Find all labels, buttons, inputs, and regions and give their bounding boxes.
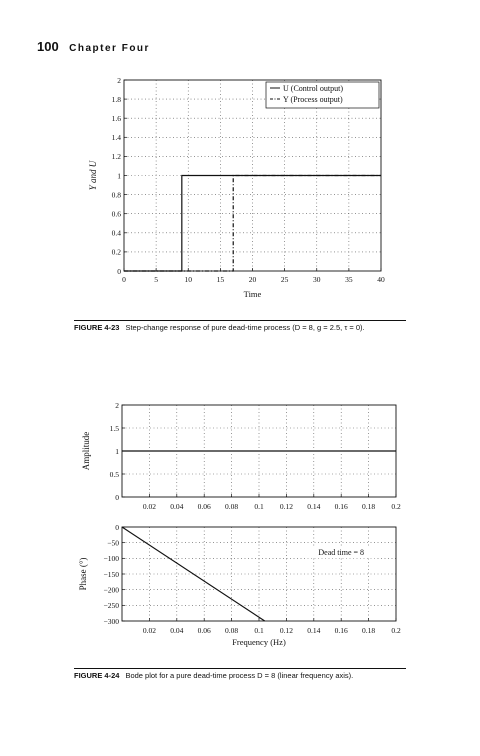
x-tick-label: 40 [377, 275, 385, 284]
legend-box [265, 81, 380, 109]
x-tick-label: 20 [249, 275, 257, 284]
page-header: 100 Chapter Four [37, 38, 150, 56]
x-tick-label: 0.12 [280, 502, 293, 511]
y-tick-label: 1 [115, 447, 119, 456]
legend-label: Y (Process output) [283, 95, 343, 104]
x-axis-label: Frequency (Hz) [232, 637, 286, 647]
y-tick-label: 0.8 [112, 190, 122, 199]
x-tick-label: 0.2 [391, 502, 401, 511]
series-line [124, 174, 381, 272]
x-tick-label: 5 [154, 275, 158, 284]
y-axis-label: Y and U [88, 160, 98, 190]
y-tick-label: −150 [104, 570, 120, 579]
y-tick-label: 0 [115, 493, 119, 502]
x-tick-label: 0.12 [280, 626, 293, 635]
x-tick-label: 0.18 [362, 502, 375, 511]
figure-4-23-caption: FIGURE 4-23 Step-change response of pure … [74, 320, 406, 333]
y-tick-label: −250 [104, 601, 120, 610]
y-tick-label: 0 [115, 523, 119, 532]
y-tick-label: 0.4 [112, 229, 122, 238]
x-tick-label: 0.14 [307, 502, 320, 511]
x-tick-label: 0.02 [143, 626, 156, 635]
y-tick-label: 1.5 [110, 424, 120, 433]
x-tick-label: 0.14 [307, 626, 320, 635]
annotation-label: Dead time = 8 [318, 548, 364, 557]
x-tick-label: 30 [313, 275, 321, 284]
x-tick-label: 15 [217, 275, 225, 284]
x-tick-label: 0.2 [391, 626, 401, 635]
x-tick-label: 0.1 [254, 502, 264, 511]
y-tick-label: −100 [104, 554, 120, 563]
chapter-title: Chapter Four [69, 43, 150, 54]
y-tick-label: −50 [107, 538, 119, 547]
x-tick-label: 35 [345, 275, 353, 284]
series-line [124, 174, 381, 272]
x-tick-label: 25 [281, 275, 289, 284]
y-axis-label: Phase (°) [78, 558, 88, 591]
y-tick-label: 0.6 [112, 210, 122, 219]
y-tick-label: 0 [117, 267, 121, 276]
y-tick-label: 1.8 [112, 95, 122, 104]
x-tick-label: 0.06 [198, 626, 211, 635]
plot-frame [121, 526, 397, 622]
x-tick-label: 0.04 [170, 502, 183, 511]
x-tick-label: 0.08 [225, 626, 238, 635]
y-tick-label: 0.2 [112, 248, 122, 257]
y-tick-label: 0.5 [110, 470, 120, 479]
y-tick-label: 2 [117, 76, 121, 85]
x-tick-label: 0.04 [170, 626, 183, 635]
page-number: 100 [37, 39, 59, 54]
y-tick-label: 1.4 [112, 133, 122, 142]
y-tick-label: −200 [104, 585, 120, 594]
figure-caption-text: Step-change response of pure dead-time p… [125, 323, 365, 332]
y-tick-label: 2 [115, 401, 119, 410]
y-axis-label: Amplitude [81, 432, 91, 471]
figure-label: FIGURE 4-24 [74, 671, 120, 680]
plot-frame [121, 404, 397, 498]
x-tick-label: 10 [185, 275, 193, 284]
plot-frame [123, 79, 382, 272]
x-tick-label: 0.02 [143, 502, 156, 511]
x-tick-label: 0.16 [335, 626, 348, 635]
legend-label: U (Control output) [283, 84, 343, 93]
x-tick-label: 0 [122, 275, 126, 284]
x-tick-label: 0.1 [254, 626, 264, 635]
x-tick-label: 0.08 [225, 502, 238, 511]
x-tick-label: 0.16 [335, 502, 348, 511]
annotation-background [305, 547, 378, 559]
y-tick-label: 1.2 [112, 152, 122, 161]
y-tick-label: 1 [117, 171, 121, 180]
x-tick-label: 0.18 [362, 626, 375, 635]
x-tick-label: 0.06 [198, 502, 211, 511]
y-tick-label: 1.6 [112, 114, 122, 123]
x-axis-label: Time [244, 289, 262, 299]
figure-label: FIGURE 4-23 [74, 323, 120, 332]
series-line [121, 526, 266, 622]
figure-4-24-caption: FIGURE 4-24 Bode plot for a pure dead-tim… [74, 668, 406, 681]
y-tick-label: −300 [104, 617, 120, 626]
figure-caption-text: Bode plot for a pure dead-time process D… [125, 671, 354, 680]
